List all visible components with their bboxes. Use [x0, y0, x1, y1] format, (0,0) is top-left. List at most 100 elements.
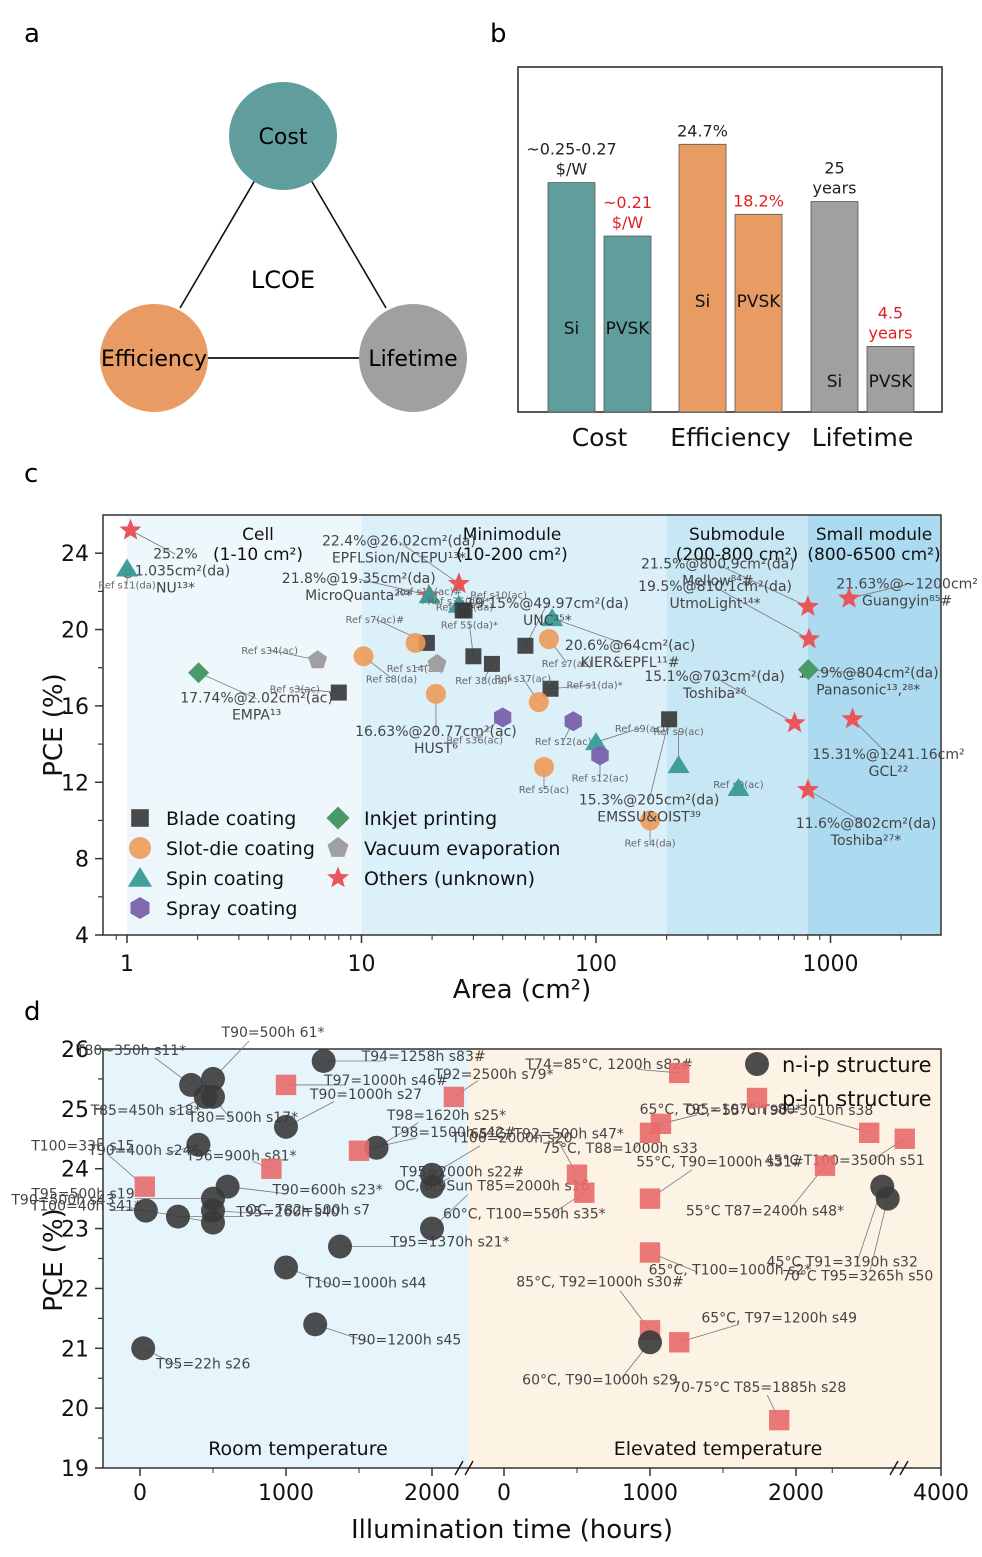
- point-annotation: Ref s7(ac): [542, 659, 592, 670]
- legend-marker-nip: [745, 1052, 769, 1076]
- y-tick-label: 21: [61, 1337, 89, 1362]
- edge-cost-efficiency: [179, 174, 259, 309]
- marker-nip: [201, 1084, 225, 1109]
- marker-nip: [328, 1234, 353, 1259]
- point-annotation: KIER&EPFL¹¹#: [581, 655, 680, 671]
- leader-line: [717, 564, 809, 607]
- point-annotation: T100=2000h s20: [450, 1131, 572, 1147]
- marker-other: [119, 518, 142, 540]
- marker-inkjet: [188, 662, 210, 684]
- bar-value-label: 24.7%: [677, 121, 728, 140]
- point-annotation: 65°C, T100=1000h s2*: [649, 1263, 812, 1279]
- y-tick-label: 25: [61, 1098, 89, 1123]
- panel-label-b: b: [490, 19, 507, 49]
- point-annotation: T98=1500h s42#: [391, 1125, 516, 1141]
- point-annotation: T90=500h 61*: [221, 1025, 325, 1041]
- point-annotation: Ref s37(ac): [494, 674, 551, 685]
- leader-line: [714, 586, 810, 640]
- marker-inkjet: [797, 659, 819, 681]
- marker-pin: [275, 1074, 297, 1096]
- point-annotation: 15.1%@703cm²(da): [644, 669, 785, 685]
- point-annotation: T98=1620h s25*: [386, 1108, 506, 1124]
- marker-slot: [353, 646, 374, 667]
- legend-marker-vacuum: [327, 837, 349, 857]
- point-annotation: T90=1200h s45: [348, 1332, 461, 1348]
- marker-pin: [814, 1155, 836, 1176]
- region-cell: [127, 515, 362, 935]
- marker-pin: [566, 1164, 588, 1185]
- bar-series-label: PVSK: [737, 292, 782, 312]
- point-annotation: NU¹³*: [156, 580, 195, 596]
- point-annotation: 70-75°C T85=1885h s28: [672, 1380, 846, 1396]
- point-annotation: T95=22h s26: [155, 1356, 250, 1372]
- point-annotation: Ref s12(ac): [535, 737, 592, 748]
- legend-marker-spin: [127, 867, 153, 887]
- x-tick-label: 100: [575, 952, 617, 977]
- marker-slot: [425, 683, 446, 704]
- lifetime-node-label: Lifetime: [368, 347, 457, 372]
- y-tick-label: 22: [61, 1277, 89, 1302]
- point-annotation: EMSSU&OIST³⁹: [597, 809, 701, 825]
- point-annotation: 19.15%@49.97cm²(da): [466, 596, 629, 612]
- legend-label-pin: p-i-n structure: [782, 1087, 932, 1111]
- edge-cost-lifetime: [307, 174, 387, 309]
- point-annotation: T80=500h s17*: [187, 1110, 298, 1126]
- point-annotation: T80~350h s11*: [75, 1043, 186, 1059]
- marker-nip: [165, 1204, 190, 1229]
- point-annotation: Ref s9(ac): [653, 727, 703, 738]
- legend-marker-blade: [131, 809, 149, 827]
- marker-nip: [274, 1114, 298, 1139]
- region-title: Submodule: [689, 525, 785, 545]
- point-annotation: Ref s12(ac): [572, 774, 629, 785]
- marker-spin: [418, 585, 441, 604]
- point-annotation: T95=1370h s21*: [389, 1235, 509, 1251]
- leader-line: [807, 789, 867, 825]
- point-annotation: Panasonic¹³,²⁸*: [816, 683, 920, 699]
- bar-value-label: $/W: [556, 160, 588, 179]
- cost-node: [229, 82, 337, 190]
- y-tick-label: 19: [61, 1457, 89, 1482]
- panel-b-bar-chart: ~0.25-0.27$/WSi~0.21$/WPVSK24.7%Si18.2%P…: [517, 66, 943, 452]
- marker-other: [783, 711, 806, 733]
- point-annotation: 55°C T87=2400h s48*: [686, 1204, 844, 1220]
- point-annotation: T97=1000h s46#: [323, 1073, 448, 1089]
- marker-spray: [591, 745, 609, 766]
- marker-pin: [669, 1062, 690, 1084]
- marker-slot: [405, 632, 426, 653]
- x-tick-label: 2000: [404, 1481, 460, 1506]
- marker-pin: [639, 1122, 661, 1143]
- leader-line: [852, 718, 889, 756]
- marker-nip: [201, 1066, 225, 1091]
- point-annotation: 22.4%@26.02cm²(da): [322, 534, 476, 550]
- point-annotation: 16.63%@20.77cm²(ac): [355, 724, 517, 740]
- point-annotation: EMPA¹³: [232, 708, 281, 724]
- point-annotation: T95=260h s40: [235, 1205, 339, 1221]
- marker-blade: [330, 684, 347, 701]
- region-title: Minimodule: [463, 525, 562, 545]
- marker-spin: [541, 608, 564, 627]
- point-annotation: Ref s10(ac): [470, 590, 527, 601]
- legend-marker-inkjet: [326, 806, 350, 830]
- marker-other: [796, 595, 819, 616]
- panel-b-frame: [517, 66, 943, 413]
- leader-line: [595, 727, 641, 743]
- leader-line: [848, 584, 908, 599]
- marker-blade: [661, 711, 678, 728]
- marker-pin: [348, 1140, 370, 1161]
- bar-value-label: 4.5: [878, 303, 903, 322]
- bar-cost-pvsk: [603, 235, 652, 413]
- marker-pin: [443, 1086, 465, 1108]
- point-annotation: T92=2500h s79*: [433, 1067, 553, 1083]
- bar-series-label: PVSK: [606, 319, 651, 339]
- legend-label-vacuum: Vacuum evaporation: [364, 838, 560, 860]
- marker-pin: [574, 1182, 595, 1203]
- point-annotation: 45°C T91=3190h s32: [767, 1255, 918, 1271]
- point-annotation: 15.31%@1241.16cm²: [812, 747, 964, 763]
- y-tick-label: 24: [61, 1158, 89, 1183]
- axis-break-mark: [464, 1460, 474, 1476]
- point-annotation: HUST⁶: [414, 741, 458, 757]
- x-tick-label: 10: [348, 952, 376, 977]
- bar-value-label: years: [868, 323, 912, 342]
- point-annotation: 17.9%@804cm²(da): [798, 666, 939, 682]
- bar-lifetime-pvsk: [866, 346, 915, 413]
